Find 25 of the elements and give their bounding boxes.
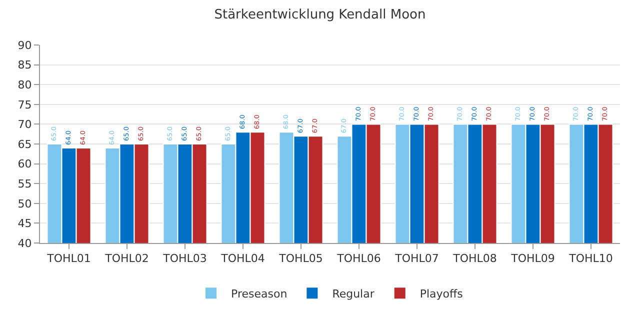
x-tick-label: TOHL01 [46, 252, 91, 266]
y-tick-label: 80 [18, 78, 32, 92]
y-tick-label: 65 [18, 138, 32, 151]
x-tick-label: TOHL06 [336, 252, 381, 266]
x-tick-label: TOHL07 [394, 252, 439, 266]
y-tick-label: 85 [18, 58, 32, 72]
chart-title: Stärkeentwicklung Kendall Moon [214, 8, 426, 23]
x-tick-label: TOHL02 [104, 252, 149, 266]
y-tick-label: 45 [18, 217, 32, 230]
y-tick-label: 60 [18, 158, 32, 171]
x-tick-label: TOHL05 [278, 252, 323, 266]
x-tick-label: TOHL04 [220, 252, 265, 266]
legend-label: Regular [332, 287, 375, 300]
y-tick-label: 55 [18, 177, 32, 190]
y-tick-label: 40 [18, 236, 32, 250]
x-tick-label: TOHL03 [162, 252, 207, 266]
legend-label: Preseason [231, 287, 288, 300]
y-tick-label: 70 [18, 118, 32, 132]
x-tick-label: TOHL10 [568, 252, 613, 266]
y-tick-label: 90 [18, 38, 32, 52]
y-tick-label: 75 [18, 98, 32, 112]
x-tick-label: TOHL08 [452, 252, 497, 266]
y-tick-label: 50 [18, 197, 32, 210]
legend-label: Playoffs [420, 287, 464, 300]
x-tick-label: TOHL09 [510, 252, 555, 266]
